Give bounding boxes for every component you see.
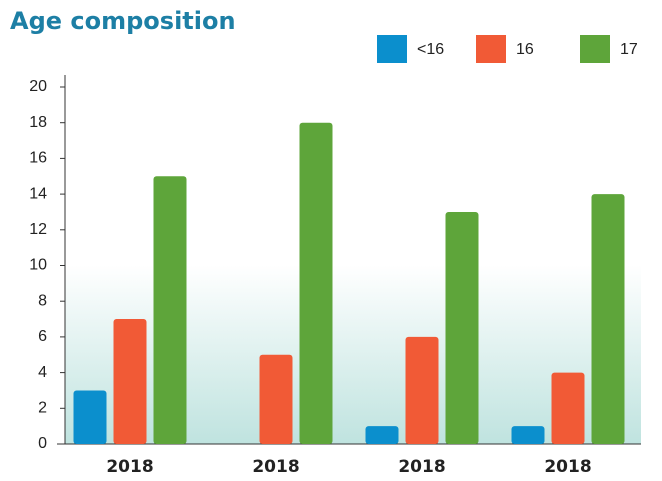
bar	[405, 336, 439, 444]
bar	[365, 426, 399, 444]
y-tick-label: 14	[29, 185, 47, 202]
y-tick-label: 12	[29, 221, 47, 238]
legend-swatch	[476, 35, 506, 63]
y-tick-label: 20	[29, 78, 47, 95]
legend-swatch	[377, 35, 407, 63]
y-tick-label: 8	[38, 292, 47, 309]
x-tick-label: 2018	[252, 457, 299, 477]
y-tick-label: 2	[38, 400, 47, 417]
bar	[73, 390, 107, 444]
bar	[445, 211, 479, 444]
y-tick-label: 4	[38, 364, 47, 381]
bar	[299, 122, 333, 444]
y-tick-label: 10	[29, 257, 47, 274]
legend-swatch	[580, 35, 610, 63]
y-tick-label: 6	[38, 328, 47, 345]
bar	[113, 319, 147, 444]
y-tick-label: 18	[29, 114, 47, 131]
bar	[259, 354, 293, 444]
legend-label: 16	[516, 41, 534, 58]
legend-label: <16	[417, 41, 444, 58]
legend-label: 17	[620, 41, 638, 58]
bar	[591, 194, 625, 444]
x-tick-label: 2018	[544, 457, 591, 477]
y-tick-label: 16	[29, 150, 47, 167]
bar	[511, 426, 545, 444]
bar	[153, 176, 187, 444]
x-tick-label: 2018	[106, 457, 153, 477]
chart-title: Age composition	[10, 7, 236, 35]
x-tick-label: 2018	[398, 457, 445, 477]
bar	[551, 372, 585, 444]
y-tick-label: 0	[38, 435, 47, 452]
